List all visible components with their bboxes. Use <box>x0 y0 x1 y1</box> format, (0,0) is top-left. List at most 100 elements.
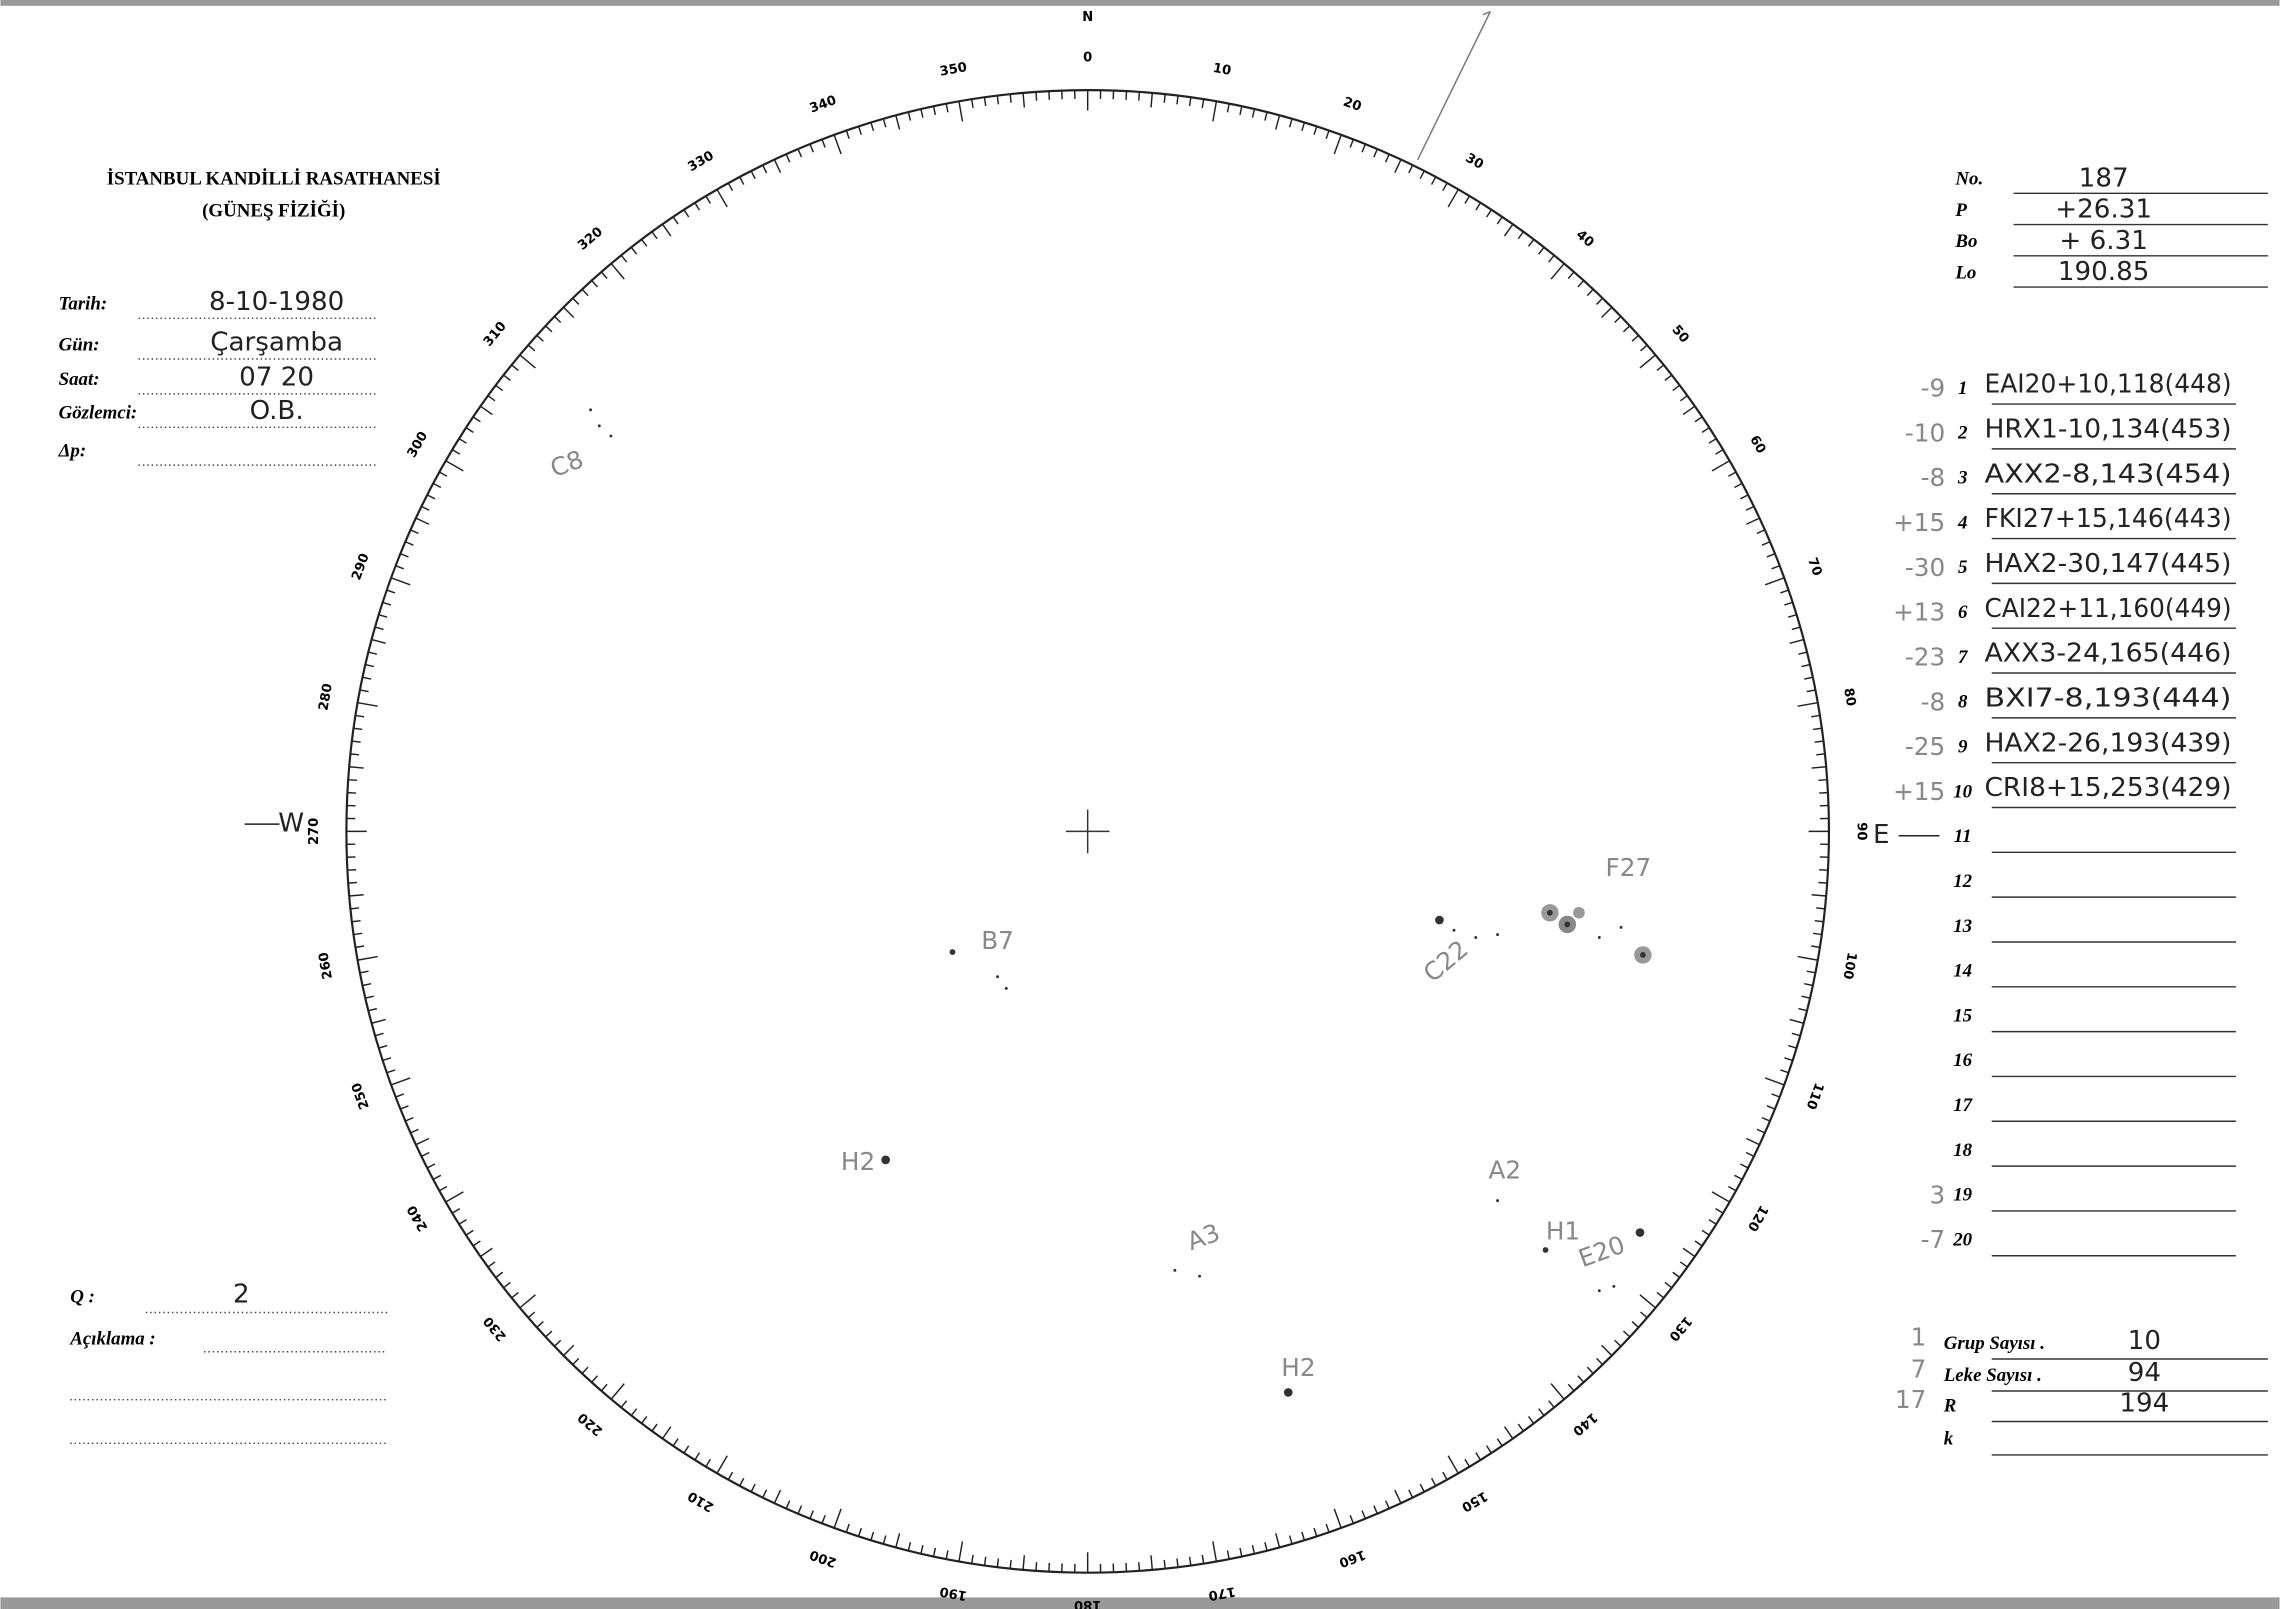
degree-tick <box>996 95 1000 105</box>
degree-tick <box>495 384 504 392</box>
degree-tick <box>983 1556 987 1566</box>
degree-tick <box>1251 1545 1256 1554</box>
degree-tick <box>374 626 384 631</box>
q-label: Q : <box>70 1286 95 1307</box>
degree-tick <box>348 778 357 782</box>
degree-tick <box>400 553 409 558</box>
row-entry: BXI7-8,193(444) <box>1984 683 2231 713</box>
degree-label: 100 <box>1839 951 1859 981</box>
degree-tick <box>882 118 887 128</box>
degree-tick <box>1251 108 1256 118</box>
degree-tick <box>365 995 375 999</box>
degree-tick <box>1009 1559 1012 1569</box>
degree-tick <box>1682 1247 1696 1258</box>
degree-tick <box>1212 1541 1218 1562</box>
degree-tick <box>405 1116 414 1122</box>
center-cross <box>1065 809 1110 854</box>
arrow <box>1482 10 1491 16</box>
degree-tick <box>1527 1415 1535 1424</box>
degree-tick <box>1728 1185 1737 1192</box>
degree-tick <box>351 740 361 743</box>
degree-tick <box>1496 1438 1503 1447</box>
degree-tick <box>353 932 363 936</box>
degree-tick <box>1408 164 1414 174</box>
degree-tick <box>694 1452 701 1461</box>
param-label: Lo <box>1954 262 1976 283</box>
degree-tick <box>426 494 436 500</box>
degree-tick <box>374 1032 384 1037</box>
compass-east: E <box>1873 820 1890 850</box>
degree-tick <box>1812 932 1822 936</box>
degree-tick <box>350 753 360 756</box>
degree-tick <box>600 271 608 280</box>
degree-tick <box>1517 1423 1524 1432</box>
degree-tick <box>1475 1452 1482 1461</box>
degree-tick <box>1176 95 1179 105</box>
row-note: +15 <box>1893 777 1945 806</box>
degree-tick <box>1022 92 1026 108</box>
degree-tick <box>1384 1500 1390 1509</box>
degree-tick <box>1798 1007 1808 1012</box>
degree-tick <box>421 505 430 511</box>
degree-tick <box>1212 101 1218 122</box>
degree-tick <box>359 689 369 693</box>
degree-tick <box>553 315 562 324</box>
row-number: 16 <box>1953 1050 1972 1071</box>
degree-tick <box>1711 460 1731 472</box>
degree-tick <box>1614 1339 1622 1347</box>
row-number: 19 <box>1953 1185 1972 1206</box>
degree-tick <box>1035 1562 1038 1571</box>
degree-tick <box>410 1128 419 1134</box>
degree-tick <box>445 1191 464 1203</box>
field-label: Tarih: <box>59 294 108 315</box>
degree-tick <box>1622 325 1631 333</box>
degree-tick <box>1275 115 1281 130</box>
row-number: 4 <box>1957 512 1967 533</box>
degree-tick <box>1475 202 1482 211</box>
group-label: H2 <box>1281 1353 1315 1382</box>
count-label: Grup Sayısı . <box>1944 1333 2045 1354</box>
degree-tick <box>1275 1533 1281 1548</box>
degree-tick <box>1614 315 1622 324</box>
degree-tick <box>661 223 672 237</box>
param-value: 190.85 <box>2058 257 2150 287</box>
degree-tick <box>553 1339 562 1347</box>
degree-tick <box>1596 1357 1604 1366</box>
degree-tick <box>1708 1218 1717 1225</box>
degree-tick <box>1804 676 1813 680</box>
degree-tick <box>610 1383 625 1400</box>
degree-tick <box>415 517 430 525</box>
degree-tick <box>705 1458 712 1468</box>
degree-tick <box>432 1174 442 1181</box>
degree-label: 80 <box>1840 687 1858 708</box>
row-entry: HAX2-30,147(445) <box>1984 549 2231 579</box>
row-number: 9 <box>1958 736 1968 757</box>
degree-tick <box>762 164 768 174</box>
degree-tick <box>1734 482 1743 489</box>
degree-tick <box>421 1151 430 1157</box>
compass-north: N <box>1082 10 1093 25</box>
degree-label: 350 <box>939 60 969 80</box>
degree-tick <box>1788 1044 1797 1049</box>
degree-tick <box>1771 1093 1780 1098</box>
degree-tick <box>378 1044 388 1049</box>
row-note: -10 <box>1905 418 1945 447</box>
degree-tick <box>1791 626 1801 631</box>
field-value: 07 20 <box>239 362 314 392</box>
degree-tick <box>487 395 496 402</box>
degree-tick <box>487 1261 496 1268</box>
degree-tick <box>1138 91 1141 101</box>
count-value: 94 <box>2128 1358 2161 1388</box>
degree-tick <box>480 1247 493 1258</box>
degree-tick <box>762 1489 768 1498</box>
degree-tick <box>1430 1477 1437 1487</box>
degree-tick <box>511 364 519 371</box>
degree-tick <box>1656 1291 1665 1299</box>
degree-tick <box>683 1445 690 1454</box>
degree-tick <box>1756 529 1766 535</box>
row-number: 1 <box>1958 378 1967 399</box>
degree-tick <box>739 1477 745 1487</box>
scan-edge <box>0 0 2280 6</box>
degree-tick <box>1567 1383 1575 1392</box>
degree-tick <box>870 122 875 132</box>
